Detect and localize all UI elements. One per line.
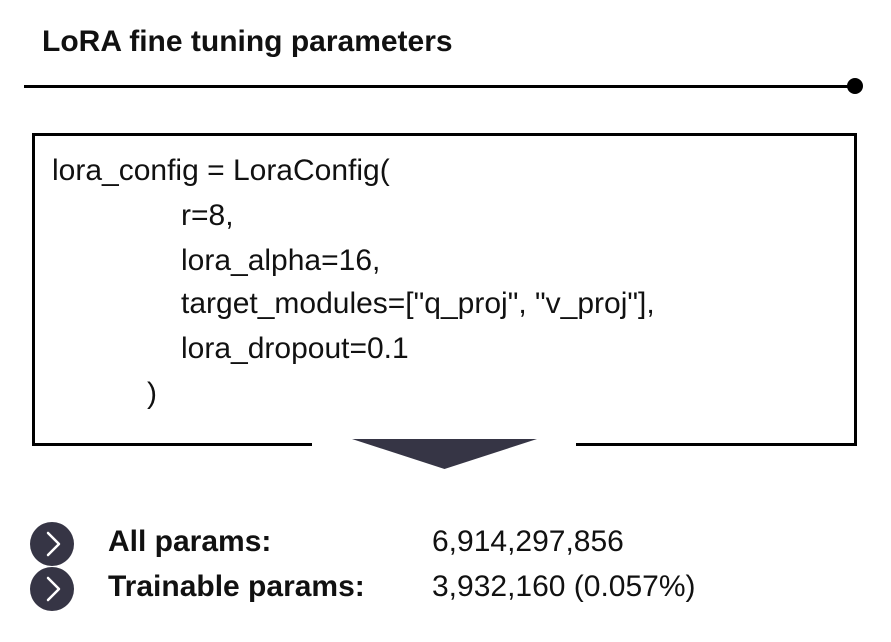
code-line-dropout: lora_dropout=0.1 xyxy=(181,332,409,365)
page-title: LoRA fine tuning parameters xyxy=(42,25,453,58)
title-divider xyxy=(24,85,856,88)
divider-end-dot xyxy=(847,78,863,94)
chevron-right-icon xyxy=(30,567,74,611)
down-arrow-icon xyxy=(352,439,537,469)
code-line-target-modules: target_modules=["q_proj", "v_proj"], xyxy=(181,287,655,320)
stat-row-trainable-params: Trainable params: 3,932,160 (0.057%) xyxy=(0,565,891,611)
code-block: lora_config = LoraConfig( r=8, lora_alph… xyxy=(32,133,857,446)
stat-value: 3,932,160 (0.057%) xyxy=(432,570,696,603)
code-line-config: lora_config = LoraConfig( xyxy=(52,154,390,187)
stat-label: All params: xyxy=(108,525,272,558)
code-line-close-paren: ) xyxy=(147,377,157,410)
stat-value: 6,914,297,856 xyxy=(432,525,624,558)
chevron-right-icon xyxy=(30,522,74,566)
code-line-alpha: lora_alpha=16, xyxy=(181,244,381,277)
stat-label: Trainable params: xyxy=(108,570,365,603)
stat-row-all-params: All params: 6,914,297,856 xyxy=(0,520,891,566)
code-line-r: r=8, xyxy=(181,199,234,232)
